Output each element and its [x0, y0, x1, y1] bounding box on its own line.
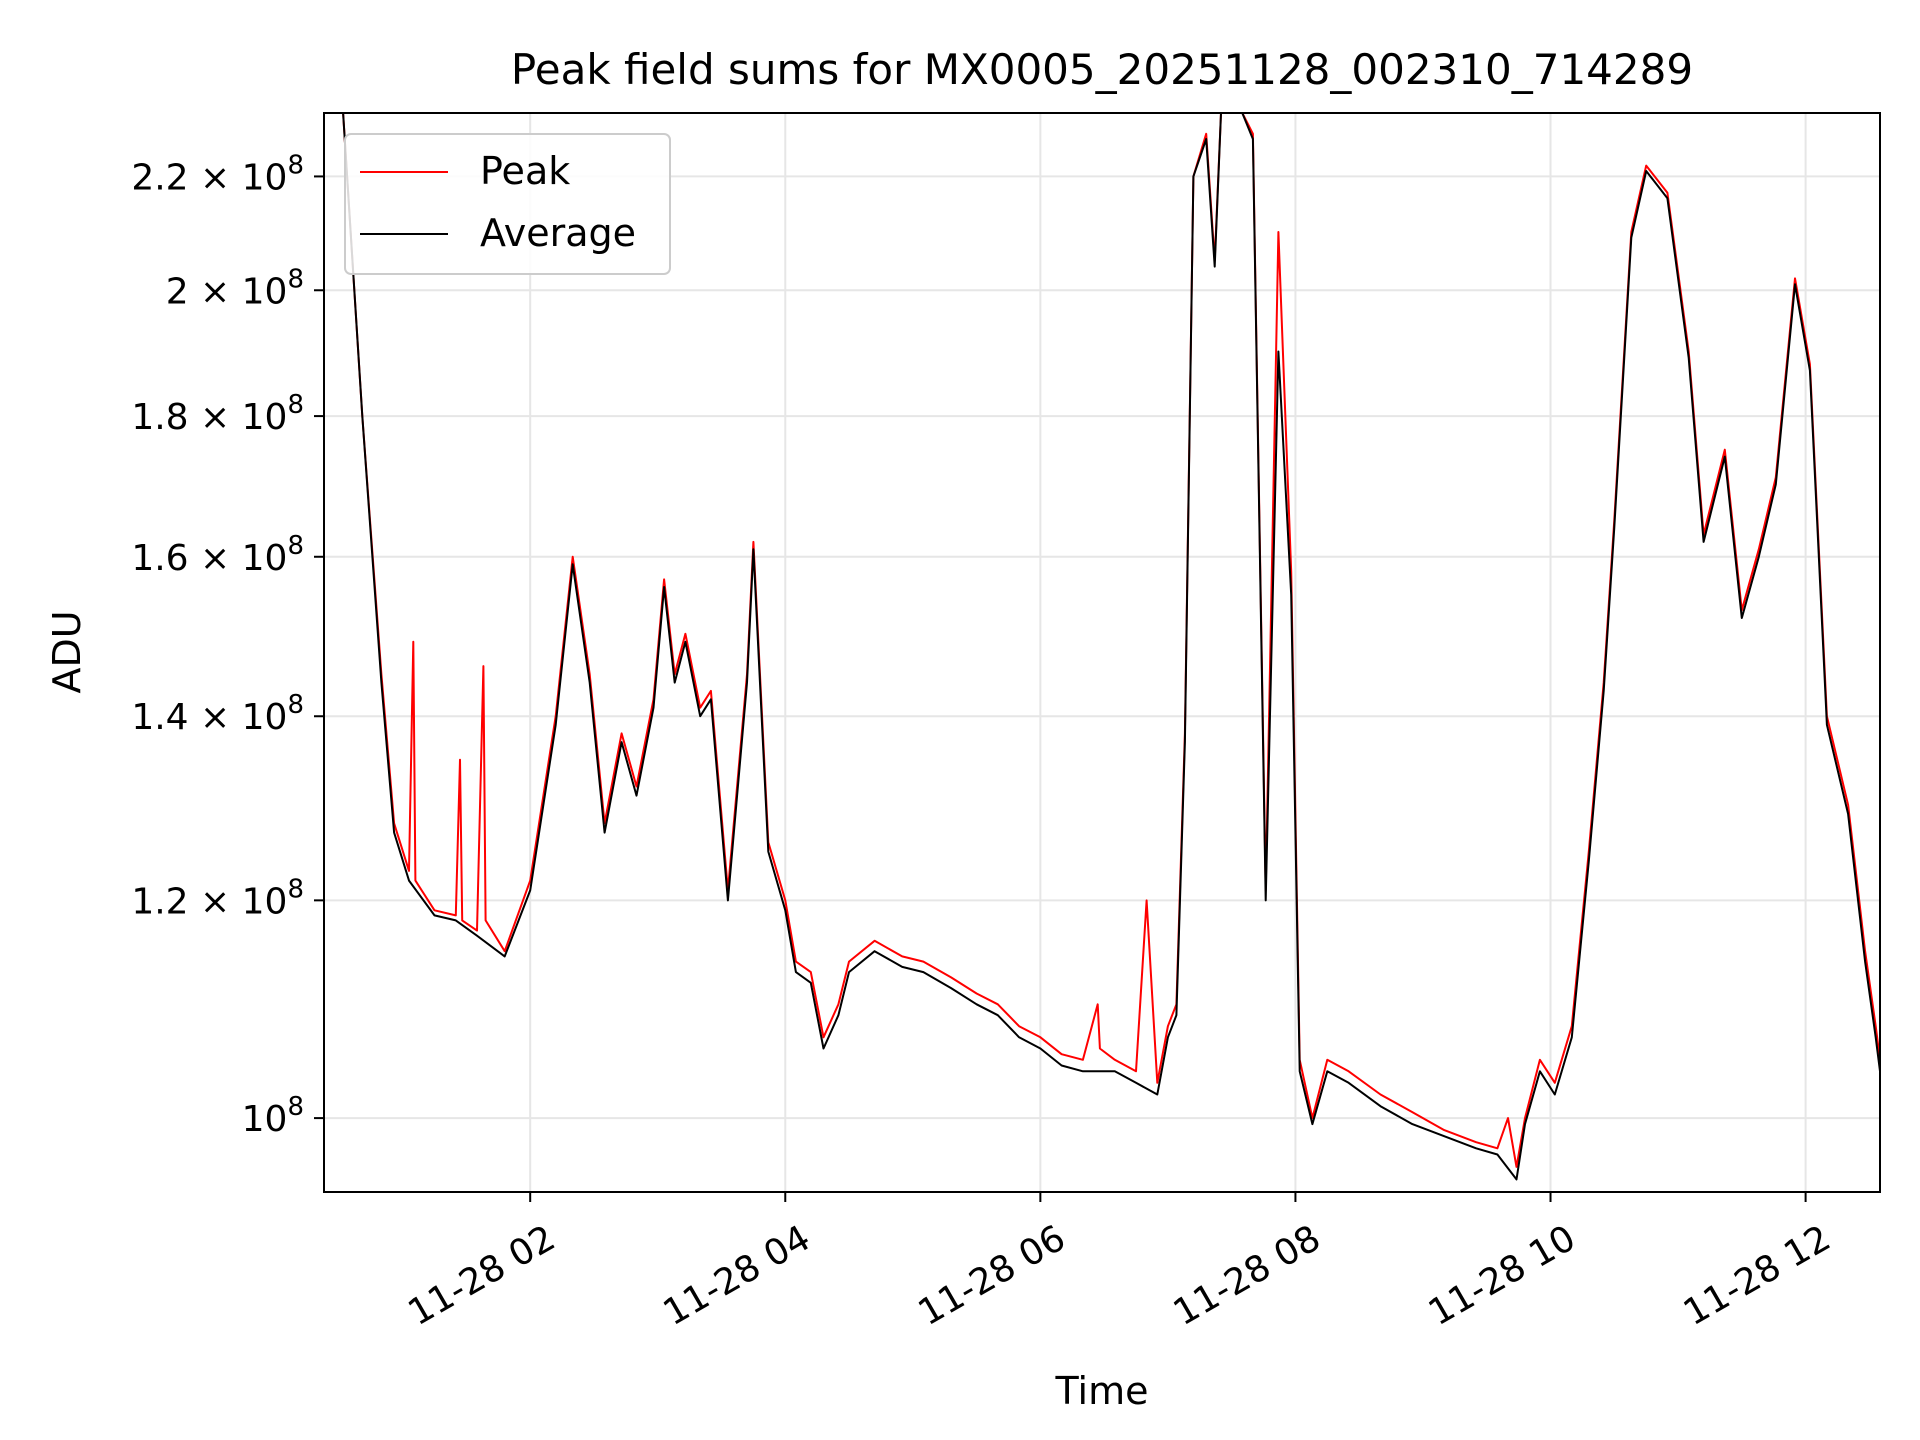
y-axis-label: ADU: [45, 610, 89, 693]
y-tick-label: 2 × 108: [166, 264, 304, 312]
y-tick-label: 1.4 × 108: [131, 690, 304, 738]
legend-label-average: Average: [480, 211, 636, 255]
series-layer: [324, 112, 1881, 1181]
y-tick-label: 108: [242, 1092, 304, 1140]
y-tick-label: 1.2 × 108: [131, 874, 304, 922]
legend: Peak Average: [344, 133, 671, 275]
series-line-average: [324, 112, 1881, 1181]
y-tick-label: 1.6 × 108: [131, 531, 304, 579]
y-axis: 108 1.2 × 108 1.4 × 108 1.6 × 108 1.8 × 108 2…: [131, 150, 324, 1140]
chart-title: Peak field sums for MX0005_20251128_0023…: [511, 45, 1693, 94]
legend-box: [344, 133, 671, 275]
plot-area-frame: [323, 112, 1881, 1193]
x-axis-label: Time: [1055, 1369, 1149, 1413]
y-tick-label: 1.8 × 108: [131, 390, 304, 438]
legend-label-peak: Peak: [480, 149, 570, 193]
y-tick-label: 2.2 × 108: [131, 150, 304, 198]
